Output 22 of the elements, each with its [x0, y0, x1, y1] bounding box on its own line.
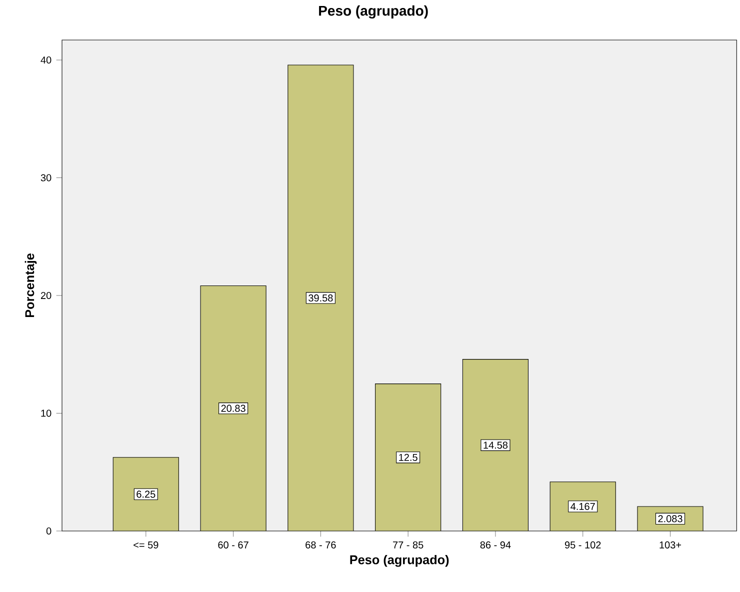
- data-label: 4.167: [570, 502, 595, 510]
- x-tick-label: 95 - 102: [564, 541, 601, 548]
- data-label: 39.58: [308, 294, 333, 302]
- data-label: 2.083: [658, 515, 682, 522]
- x-tick-label: <= 59: [134, 541, 158, 548]
- data-label: 20.83: [221, 404, 246, 412]
- y-tick-label: 0: [46, 527, 52, 535]
- y-tick-label: 40: [40, 56, 52, 64]
- x-axis-title: Peso (agrupado): [350, 554, 449, 567]
- data-label: 6.25: [136, 490, 156, 498]
- y-axis-title: Porcentaje: [24, 254, 37, 318]
- x-tick-label: 60 - 67: [218, 541, 248, 548]
- data-label: 14.58: [484, 442, 508, 449]
- y-tick-label: 30: [40, 174, 52, 182]
- x-tick-label: 103+: [660, 541, 682, 548]
- y-tick-label: 10: [41, 410, 52, 417]
- chart-title: Peso (agrupado): [319, 5, 428, 19]
- x-tick-label: 77 - 85: [393, 541, 424, 548]
- data-label: 12.5: [399, 454, 418, 461]
- y-tick-label: 20: [40, 292, 52, 300]
- x-tick-label: 86 - 94: [480, 541, 511, 548]
- x-tick-label: 68 - 76: [306, 541, 336, 548]
